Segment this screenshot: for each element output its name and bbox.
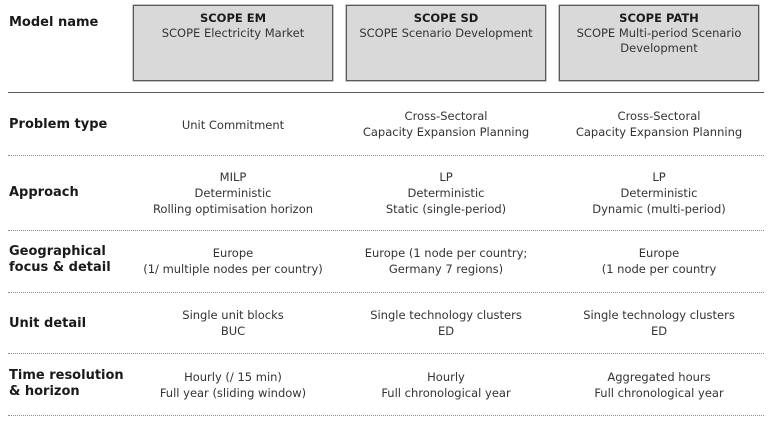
row-label-geographical-focus: Geographical focus & detail: [9, 244, 111, 275]
cell-time-path: Aggregated hours Full chronological year: [594, 370, 724, 400]
row-label-model-name: Model name: [9, 15, 99, 30]
row-label-unit-detail: Unit detail: [9, 316, 87, 331]
row-divider: [8, 155, 764, 156]
cell-problem-type-em: Unit Commitment: [181, 118, 285, 132]
row-divider: [8, 353, 764, 354]
cell-geo-sd: Europe (1 node per country; Germany 7 re…: [364, 246, 528, 276]
cell-geo-path: Europe (1 node per country: [601, 246, 717, 276]
model-box-scope-path: SCOPE PATH SCOPE Multi-period Scenario D…: [559, 5, 759, 81]
cell-approach-sd: LP Deterministic Static (single-period): [385, 170, 507, 216]
cell-time-em: Hourly (/ 15 min) Full year (sliding win…: [159, 370, 307, 400]
cell-unit-path: Single technology clusters ED: [583, 308, 735, 338]
model-subtitle: SCOPE Multi-period Scenario Development: [576, 26, 742, 55]
row-label-approach: Approach: [9, 185, 79, 200]
row-divider: [8, 292, 764, 293]
model-subtitle: SCOPE Scenario Development: [359, 26, 533, 40]
model-subtitle: SCOPE Electricity Market: [161, 26, 305, 40]
cell-approach-em: MILP Deterministic Rolling optimisation …: [152, 170, 314, 216]
cell-geo-em: Europe (1/ multiple nodes per country): [143, 246, 323, 276]
cell-problem-type-path: Cross-Sectoral Capacity Expansion Planni…: [575, 109, 743, 139]
header-divider: [8, 92, 764, 93]
row-label-problem-type: Problem type: [9, 117, 108, 132]
row-divider: [8, 230, 764, 231]
cell-approach-path: LP Deterministic Dynamic (multi-period): [592, 170, 726, 216]
cell-unit-sd: Single technology clusters ED: [370, 308, 522, 338]
cell-problem-type-sd: Cross-Sectoral Capacity Expansion Planni…: [362, 109, 530, 139]
model-title: SCOPE SD: [413, 11, 479, 25]
row-label-time-resolution: Time resolution & horizon: [9, 368, 124, 399]
row-divider: [8, 415, 764, 416]
cell-time-sd: Hourly Full chronological year: [381, 370, 511, 400]
cell-unit-em: Single unit blocks BUC: [182, 308, 284, 338]
model-title: SCOPE PATH: [619, 11, 699, 25]
model-title: SCOPE EM: [199, 11, 267, 25]
model-box-scope-em: SCOPE EM SCOPE Electricity Market: [133, 5, 333, 81]
model-box-scope-sd: SCOPE SD SCOPE Scenario Development: [346, 5, 546, 81]
